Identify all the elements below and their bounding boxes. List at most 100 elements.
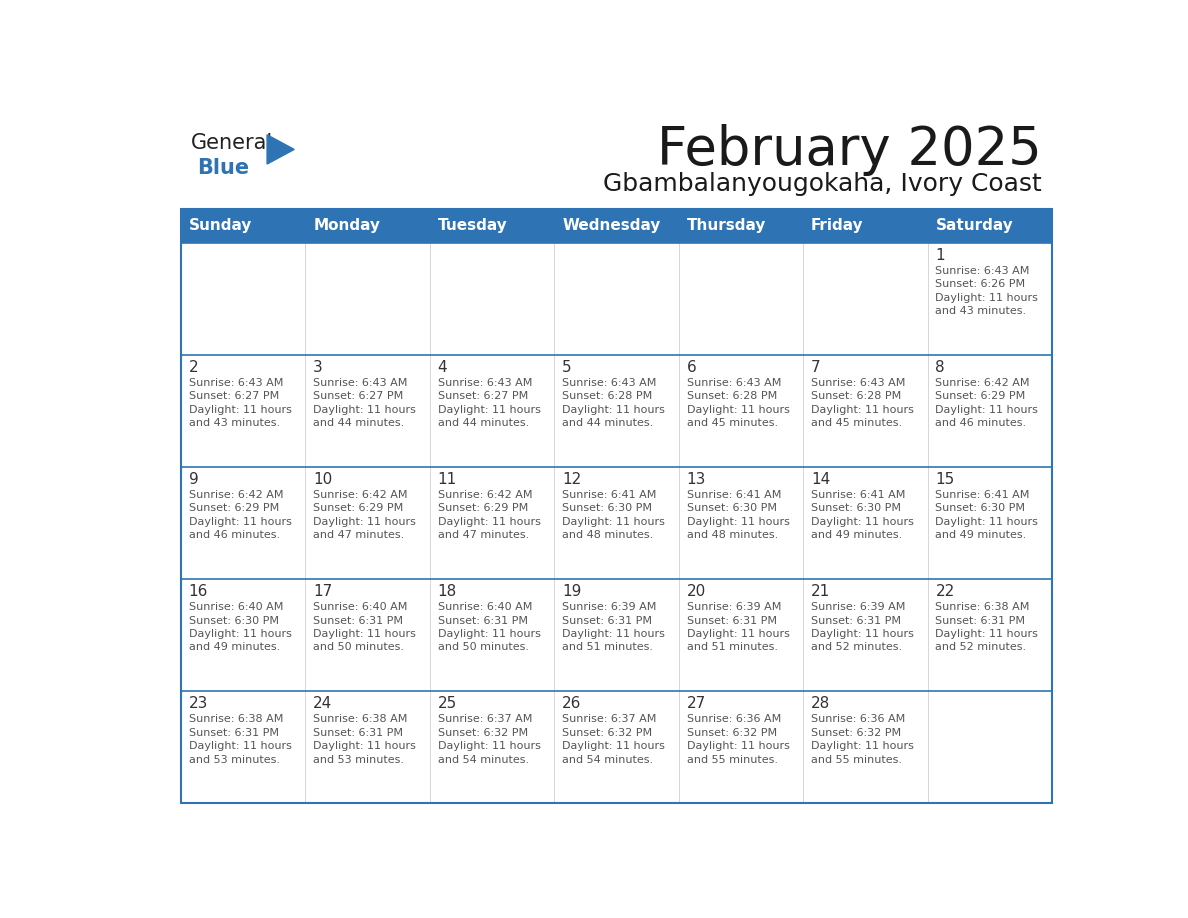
Text: 1: 1 (935, 248, 946, 263)
Text: Sunset: 6:30 PM: Sunset: 6:30 PM (189, 615, 279, 625)
Text: Gbambalanyougokaha, Ivory Coast: Gbambalanyougokaha, Ivory Coast (604, 172, 1042, 196)
Bar (181, 691, 305, 803)
Text: Daylight: 11 hours: Daylight: 11 hours (935, 629, 1038, 639)
Text: Daylight: 11 hours: Daylight: 11 hours (687, 517, 790, 527)
Bar (181, 208, 305, 242)
Text: Sunset: 6:31 PM: Sunset: 6:31 PM (314, 615, 403, 625)
Text: Daylight: 11 hours: Daylight: 11 hours (437, 517, 541, 527)
Bar (678, 208, 803, 242)
Text: Sunrise: 6:37 AM: Sunrise: 6:37 AM (562, 714, 657, 724)
Text: 9: 9 (189, 472, 198, 487)
Bar (803, 242, 928, 354)
Bar (555, 208, 678, 242)
Text: February 2025: February 2025 (657, 124, 1042, 176)
Bar (430, 691, 555, 803)
Bar (678, 242, 803, 354)
Text: Daylight: 11 hours: Daylight: 11 hours (314, 517, 416, 527)
Text: Sunrise: 6:41 AM: Sunrise: 6:41 AM (687, 490, 781, 500)
Bar (803, 691, 928, 803)
Text: Daylight: 11 hours: Daylight: 11 hours (562, 629, 665, 639)
Text: Sunrise: 6:37 AM: Sunrise: 6:37 AM (437, 714, 532, 724)
Text: and 55 minutes.: and 55 minutes. (687, 755, 778, 765)
Bar (430, 467, 555, 579)
Text: and 51 minutes.: and 51 minutes. (687, 643, 778, 653)
Text: and 48 minutes.: and 48 minutes. (687, 531, 778, 541)
Text: and 46 minutes.: and 46 minutes. (935, 419, 1026, 428)
Text: Sunrise: 6:43 AM: Sunrise: 6:43 AM (811, 378, 905, 387)
Text: Daylight: 11 hours: Daylight: 11 hours (189, 405, 292, 415)
Text: and 49 minutes.: and 49 minutes. (189, 643, 280, 653)
Text: Sunrise: 6:42 AM: Sunrise: 6:42 AM (189, 490, 283, 500)
Text: Sunset: 6:29 PM: Sunset: 6:29 PM (189, 503, 279, 513)
Text: Sunrise: 6:40 AM: Sunrise: 6:40 AM (314, 602, 407, 612)
Text: 21: 21 (811, 585, 830, 599)
Bar (305, 467, 430, 579)
Text: Sunset: 6:32 PM: Sunset: 6:32 PM (437, 728, 527, 738)
Text: Sunset: 6:27 PM: Sunset: 6:27 PM (314, 391, 404, 401)
Text: Sunrise: 6:41 AM: Sunrise: 6:41 AM (562, 490, 657, 500)
Text: 27: 27 (687, 697, 706, 711)
Text: General: General (191, 133, 273, 153)
Bar (803, 579, 928, 691)
Text: Sunrise: 6:43 AM: Sunrise: 6:43 AM (437, 378, 532, 387)
Text: Daylight: 11 hours: Daylight: 11 hours (562, 405, 665, 415)
Text: 3: 3 (314, 360, 323, 375)
Text: 2: 2 (189, 360, 198, 375)
Text: Sunday: Sunday (189, 218, 252, 233)
Text: Sunset: 6:31 PM: Sunset: 6:31 PM (687, 615, 777, 625)
Text: and 43 minutes.: and 43 minutes. (189, 419, 280, 428)
Text: Sunset: 6:30 PM: Sunset: 6:30 PM (562, 503, 652, 513)
Text: 28: 28 (811, 697, 830, 711)
Text: Sunrise: 6:39 AM: Sunrise: 6:39 AM (811, 602, 905, 612)
Text: Sunrise: 6:42 AM: Sunrise: 6:42 AM (437, 490, 532, 500)
Polygon shape (267, 135, 295, 164)
Text: 6: 6 (687, 360, 696, 375)
Bar (305, 691, 430, 803)
Text: and 50 minutes.: and 50 minutes. (314, 643, 404, 653)
Text: Sunset: 6:31 PM: Sunset: 6:31 PM (189, 728, 279, 738)
Text: Sunset: 6:28 PM: Sunset: 6:28 PM (811, 391, 902, 401)
Text: and 52 minutes.: and 52 minutes. (935, 643, 1026, 653)
Bar (181, 208, 1053, 803)
Bar (181, 242, 305, 354)
Bar (803, 208, 928, 242)
Text: and 44 minutes.: and 44 minutes. (562, 419, 653, 428)
Text: Sunrise: 6:38 AM: Sunrise: 6:38 AM (935, 602, 1030, 612)
Text: Sunrise: 6:40 AM: Sunrise: 6:40 AM (437, 602, 532, 612)
Text: and 43 minutes.: and 43 minutes. (935, 306, 1026, 316)
Bar (678, 354, 803, 467)
Text: Sunrise: 6:41 AM: Sunrise: 6:41 AM (811, 490, 905, 500)
Text: Sunset: 6:29 PM: Sunset: 6:29 PM (437, 503, 527, 513)
Text: and 44 minutes.: and 44 minutes. (314, 419, 404, 428)
Bar (430, 354, 555, 467)
Text: Daylight: 11 hours: Daylight: 11 hours (811, 629, 914, 639)
Text: Sunrise: 6:40 AM: Sunrise: 6:40 AM (189, 602, 283, 612)
Bar (803, 354, 928, 467)
Text: and 54 minutes.: and 54 minutes. (437, 755, 529, 765)
Text: Sunrise: 6:43 AM: Sunrise: 6:43 AM (935, 265, 1030, 275)
Text: 13: 13 (687, 472, 706, 487)
Text: Daylight: 11 hours: Daylight: 11 hours (811, 517, 914, 527)
Text: Daylight: 11 hours: Daylight: 11 hours (811, 741, 914, 751)
Text: Daylight: 11 hours: Daylight: 11 hours (314, 741, 416, 751)
Text: Sunrise: 6:39 AM: Sunrise: 6:39 AM (687, 602, 781, 612)
Text: Daylight: 11 hours: Daylight: 11 hours (314, 405, 416, 415)
Text: and 54 minutes.: and 54 minutes. (562, 755, 653, 765)
Text: 16: 16 (189, 585, 208, 599)
Text: 4: 4 (437, 360, 448, 375)
Text: Daylight: 11 hours: Daylight: 11 hours (687, 741, 790, 751)
Text: Sunset: 6:30 PM: Sunset: 6:30 PM (935, 503, 1025, 513)
Text: Sunset: 6:31 PM: Sunset: 6:31 PM (437, 615, 527, 625)
Text: Sunset: 6:32 PM: Sunset: 6:32 PM (811, 728, 902, 738)
Text: Sunrise: 6:42 AM: Sunrise: 6:42 AM (935, 378, 1030, 387)
Text: Sunset: 6:31 PM: Sunset: 6:31 PM (811, 615, 901, 625)
Text: and 53 minutes.: and 53 minutes. (189, 755, 280, 765)
Text: Daylight: 11 hours: Daylight: 11 hours (437, 741, 541, 751)
Text: 24: 24 (314, 697, 333, 711)
Text: Sunset: 6:32 PM: Sunset: 6:32 PM (687, 728, 777, 738)
Text: and 49 minutes.: and 49 minutes. (811, 531, 902, 541)
Text: Daylight: 11 hours: Daylight: 11 hours (189, 517, 292, 527)
Text: Sunrise: 6:36 AM: Sunrise: 6:36 AM (687, 714, 781, 724)
Bar (181, 579, 305, 691)
Text: Daylight: 11 hours: Daylight: 11 hours (935, 517, 1038, 527)
